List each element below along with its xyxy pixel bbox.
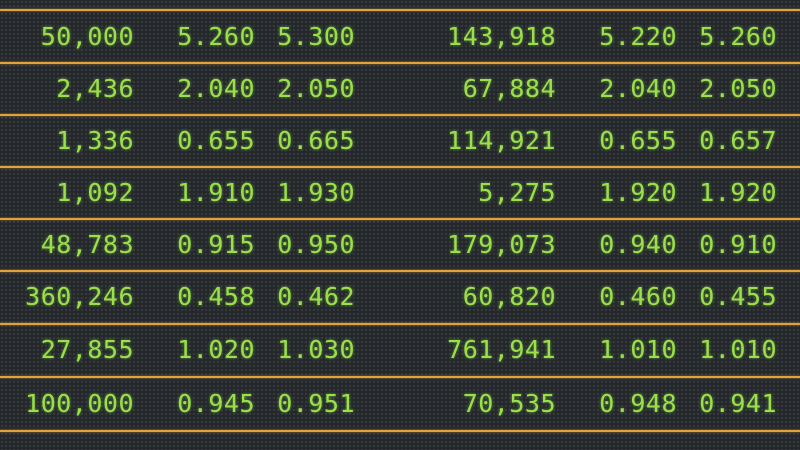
table-row: 100,000 0.945 0.951 70,535 0.948 0.941 <box>0 379 800 429</box>
divider-line <box>0 9 800 11</box>
divider-line <box>0 62 800 64</box>
ask-cell-2: 1.920 <box>699 178 777 207</box>
bid-cell-2: 0.655 <box>599 126 677 155</box>
table-row: 27,855 1.020 1.030 761,941 1.010 1.010 <box>0 325 800 375</box>
bid-cell: 0.655 <box>177 126 255 155</box>
bid-cell-2: 1.010 <box>599 335 677 364</box>
bid-cell-2: 0.460 <box>599 282 677 311</box>
bid-cell-2: 0.948 <box>599 389 677 418</box>
divider-line <box>0 114 800 116</box>
bid-cell: 1.910 <box>177 178 255 207</box>
table-row: 48,783 0.915 0.950 179,073 0.940 0.910 <box>0 220 800 270</box>
volume-cell-2: 179,073 <box>447 230 556 259</box>
table-row: 50,000 5.260 5.300 143,918 5.220 5.260 <box>0 12 800 62</box>
volume-cell-2: 70,535 <box>462 389 556 418</box>
bid-cell: 0.915 <box>177 230 255 259</box>
ask-cell: 0.951 <box>277 389 355 418</box>
volume-cell: 27,855 <box>40 335 134 364</box>
divider-line <box>0 218 800 220</box>
volume-cell-2: 761,941 <box>447 335 556 364</box>
table-row: 1,336 0.655 0.665 114,921 0.655 0.657 <box>0 116 800 166</box>
bid-cell-2: 1.920 <box>599 178 677 207</box>
volume-cell: 2,436 <box>56 74 134 103</box>
ask-cell-2: 0.941 <box>699 389 777 418</box>
volume-cell-2: 60,820 <box>462 282 556 311</box>
divider-line <box>0 166 800 168</box>
volume-cell-2: 143,918 <box>447 22 556 51</box>
volume-cell-2: 5,275 <box>478 178 556 207</box>
table-row: 2,436 2.040 2.050 67,884 2.040 2.050 <box>0 64 800 114</box>
bid-cell: 1.020 <box>177 335 255 364</box>
ask-cell: 0.462 <box>277 282 355 311</box>
volume-cell: 360,246 <box>25 282 134 311</box>
bid-cell-2: 5.220 <box>599 22 677 51</box>
table-row: 360,246 0.458 0.462 60,820 0.460 0.455 <box>0 272 800 322</box>
divider-line <box>0 376 800 378</box>
bid-cell: 2.040 <box>177 74 255 103</box>
ask-cell-2: 0.455 <box>699 282 777 311</box>
volume-cell: 100,000 <box>25 389 134 418</box>
divider-line <box>0 430 800 432</box>
ask-cell: 1.930 <box>277 178 355 207</box>
volume-cell: 48,783 <box>40 230 134 259</box>
volume-cell: 1,092 <box>56 178 134 207</box>
volume-cell-2: 67,884 <box>462 74 556 103</box>
ask-cell: 5.300 <box>277 22 355 51</box>
ask-cell: 0.950 <box>277 230 355 259</box>
volume-cell-2: 114,921 <box>447 126 556 155</box>
ask-cell-2: 0.657 <box>699 126 777 155</box>
ask-cell-2: 1.010 <box>699 335 777 364</box>
ask-cell-2: 0.910 <box>699 230 777 259</box>
divider-line <box>0 270 800 272</box>
divider-line <box>0 323 800 325</box>
bid-cell: 5.260 <box>177 22 255 51</box>
volume-cell: 50,000 <box>40 22 134 51</box>
ask-cell: 0.665 <box>277 126 355 155</box>
bid-cell: 0.458 <box>177 282 255 311</box>
ask-cell: 1.030 <box>277 335 355 364</box>
volume-cell: 1,336 <box>56 126 134 155</box>
bid-cell: 0.945 <box>177 389 255 418</box>
bid-cell-2: 2.040 <box>599 74 677 103</box>
table-row: 1,092 1.910 1.930 5,275 1.920 1.920 <box>0 168 800 218</box>
ask-cell: 2.050 <box>277 74 355 103</box>
bid-cell-2: 0.940 <box>599 230 677 259</box>
ask-cell-2: 2.050 <box>699 74 777 103</box>
ask-cell-2: 5.260 <box>699 22 777 51</box>
